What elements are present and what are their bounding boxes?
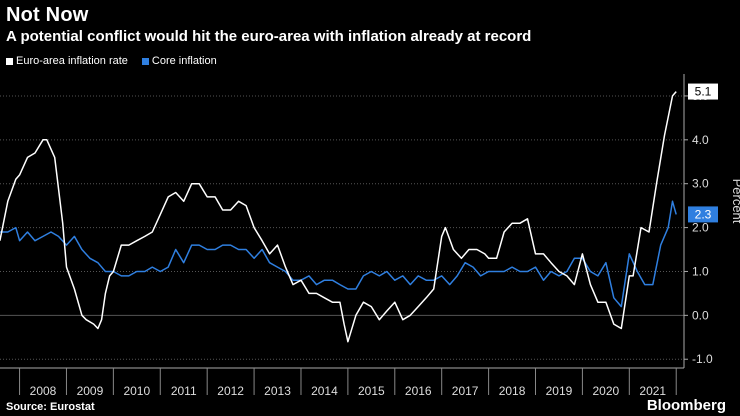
source-note: Source: Eurostat: [6, 401, 95, 413]
x-tick-label: 2015: [358, 384, 385, 398]
chart-title: Not Now: [6, 4, 89, 26]
core-end-label-box: [688, 206, 718, 223]
y-tick-label: -1.0: [692, 352, 713, 366]
x-tick-label: 2011: [171, 384, 197, 398]
x-tick-label: 2017: [452, 384, 479, 398]
y-tick-label: 1.0: [692, 264, 709, 278]
legend-label-core: Core inflation: [151, 55, 217, 67]
headline-inflation-line: [0, 91, 677, 343]
legend-swatch-headline: [6, 57, 13, 65]
legend: Euro-area inflation rate Core inflation: [6, 55, 217, 67]
x-tick-label: 2020: [593, 384, 620, 398]
x-tick-label: 2009: [77, 384, 104, 398]
core-end-label: 2.3: [695, 207, 712, 221]
x-tick-label: 2021: [639, 384, 666, 398]
x-tick-label: 2019: [546, 384, 573, 398]
headline-end-label: 5.1: [695, 85, 712, 99]
bloomberg-logo: Bloomberg: [646, 397, 726, 414]
x-tick-label: 2012: [217, 384, 244, 398]
y-tick-label: 0.0: [692, 308, 709, 322]
headline-end-label-box: [688, 83, 718, 100]
x-tick-label: 2013: [264, 384, 291, 398]
y-tick-label: 4.0: [692, 133, 709, 147]
y-axis-label: Percent: [730, 179, 740, 224]
core-inflation-line: [0, 200, 677, 308]
x-tick-label: 2010: [123, 384, 150, 398]
legend-swatch-core: [141, 57, 149, 65]
legend-item-core: Core inflation: [141, 55, 217, 67]
x-tick-label: 2014: [311, 384, 338, 398]
x-tick-label: 2008: [30, 384, 57, 398]
x-tick-label: 2018: [499, 384, 526, 398]
legend-label-headline: Euro-area inflation rate: [16, 55, 128, 67]
legend-item-headline: Euro-area inflation rate: [6, 55, 128, 67]
chart-subtitle: A potential conflict would hit the euro-…: [6, 28, 532, 45]
y-tick-label: 3.0: [692, 177, 709, 191]
x-tick-label: 2016: [405, 384, 432, 398]
y-tick-label: 2.0: [692, 221, 709, 235]
